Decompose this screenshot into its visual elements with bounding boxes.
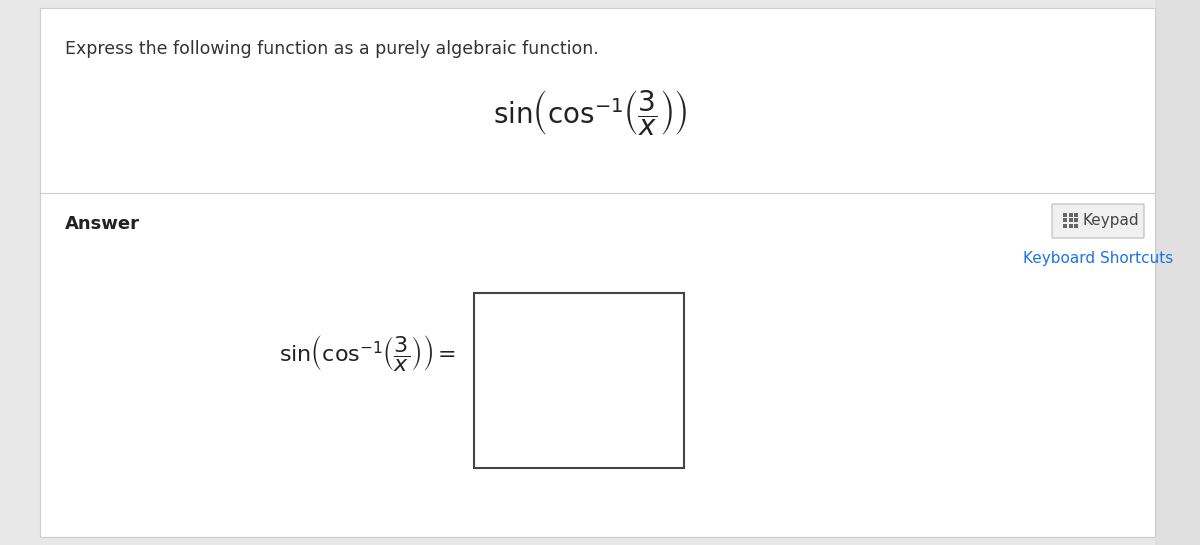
Bar [1154,0,1200,545]
Text: Express the following function as a purely algebraic function.: Express the following function as a pure… [65,40,599,58]
Text: $\sin\!\left(\cos^{-1}\!\left(\dfrac{3}{x}\right)\right) =$: $\sin\!\left(\cos^{-1}\!\left(\dfrac{3}{… [280,333,456,373]
Bar [1074,213,1078,217]
Bar [1068,218,1073,222]
Bar [1063,224,1067,228]
Text: Answer: Answer [65,215,140,233]
Text: Keyboard Shortcuts: Keyboard Shortcuts [1022,251,1174,266]
Bar [474,293,684,468]
Text: $\sin\!\left(\cos^{-1}\!\left(\dfrac{3}{x}\right)\right)$: $\sin\!\left(\cos^{-1}\!\left(\dfrac{3}{… [493,88,688,138]
FancyBboxPatch shape [1052,204,1144,238]
Bar [1074,224,1078,228]
Bar [1063,213,1067,217]
Bar [1063,218,1067,222]
Bar [1074,218,1078,222]
Bar [1068,224,1073,228]
Text: Keypad: Keypad [1084,214,1140,228]
Bar [1068,213,1073,217]
